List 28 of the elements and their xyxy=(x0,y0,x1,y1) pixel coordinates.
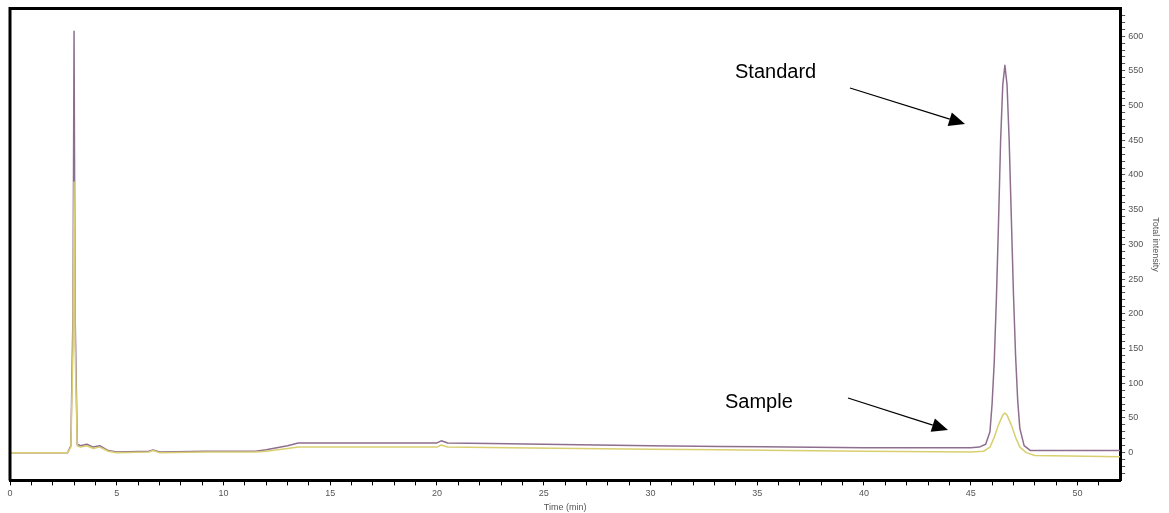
x-tick-label: 25 xyxy=(538,488,549,499)
y-tick-label: 100 xyxy=(1128,377,1144,388)
x-tick-label: 40 xyxy=(858,488,869,499)
x-tick-label: 50 xyxy=(1072,488,1083,499)
x-tick-label: 30 xyxy=(645,488,656,499)
y-tick-label: 600 xyxy=(1128,30,1144,41)
y-tick-label: 550 xyxy=(1128,65,1144,76)
y-tick-label: 500 xyxy=(1128,100,1144,111)
x-tick-label: 5 xyxy=(114,488,120,499)
x-tick-label: 0 xyxy=(7,488,13,499)
x-tick-label: 45 xyxy=(965,488,976,499)
x-tick-label: 35 xyxy=(752,488,763,499)
y-tick-label: 0 xyxy=(1128,447,1134,458)
y-tick-label: 150 xyxy=(1128,343,1144,353)
x-axis-title: Time (min) xyxy=(543,502,587,513)
annotation: Standard xyxy=(735,60,817,83)
y-tick-label: 350 xyxy=(1128,204,1144,215)
x-tick-label: 10 xyxy=(218,488,229,499)
y-tick-label: 50 xyxy=(1128,412,1139,423)
x-tick-label: 15 xyxy=(325,488,336,499)
x-tick-label: 20 xyxy=(431,488,442,499)
annotation: Sample xyxy=(725,390,793,413)
y-axis-title: Total intensity xyxy=(1151,217,1162,273)
y-tick-label: 200 xyxy=(1128,308,1144,319)
y-tick-label: 300 xyxy=(1128,238,1144,249)
y-tick-label: 250 xyxy=(1128,273,1144,284)
y-tick-label: 400 xyxy=(1128,169,1144,180)
y-tick-label: 450 xyxy=(1128,134,1144,145)
